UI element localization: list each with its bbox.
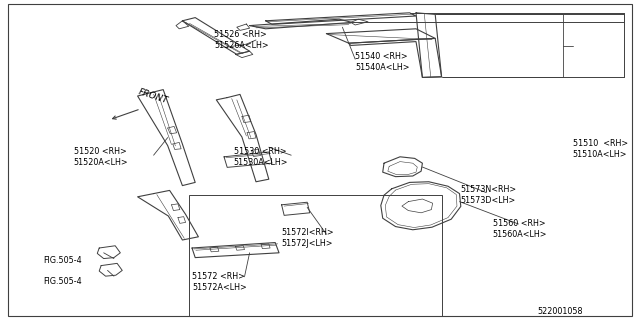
- Bar: [189, 195, 442, 316]
- Text: 51540 <RH>
51540A<LH>: 51540 <RH> 51540A<LH>: [355, 52, 410, 72]
- Text: 51530 <RH>
51530A<LH>: 51530 <RH> 51530A<LH>: [234, 147, 288, 167]
- Text: FIG.505-4: FIG.505-4: [44, 277, 82, 286]
- Text: 522001058: 522001058: [538, 308, 583, 316]
- Text: 51526 <RH>
51526A<LH>: 51526 <RH> 51526A<LH>: [214, 30, 269, 50]
- Text: 51560 <RH>
51560A<LH>: 51560 <RH> 51560A<LH>: [493, 219, 547, 239]
- Text: FIG.505-4: FIG.505-4: [44, 256, 82, 265]
- Text: 51573N<RH>
51573D<LH>: 51573N<RH> 51573D<LH>: [461, 185, 517, 205]
- Text: 51572I<RH>
51572J<LH>: 51572I<RH> 51572J<LH>: [282, 228, 334, 248]
- Text: 51520 <RH>
51520A<LH>: 51520 <RH> 51520A<LH>: [74, 147, 128, 167]
- Text: 51510  <RH>
51510A<LH>: 51510 <RH> 51510A<LH>: [573, 139, 628, 159]
- Text: FRONT: FRONT: [138, 87, 170, 105]
- Text: 51572 <RH>
51572A<LH>: 51572 <RH> 51572A<LH>: [192, 272, 247, 292]
